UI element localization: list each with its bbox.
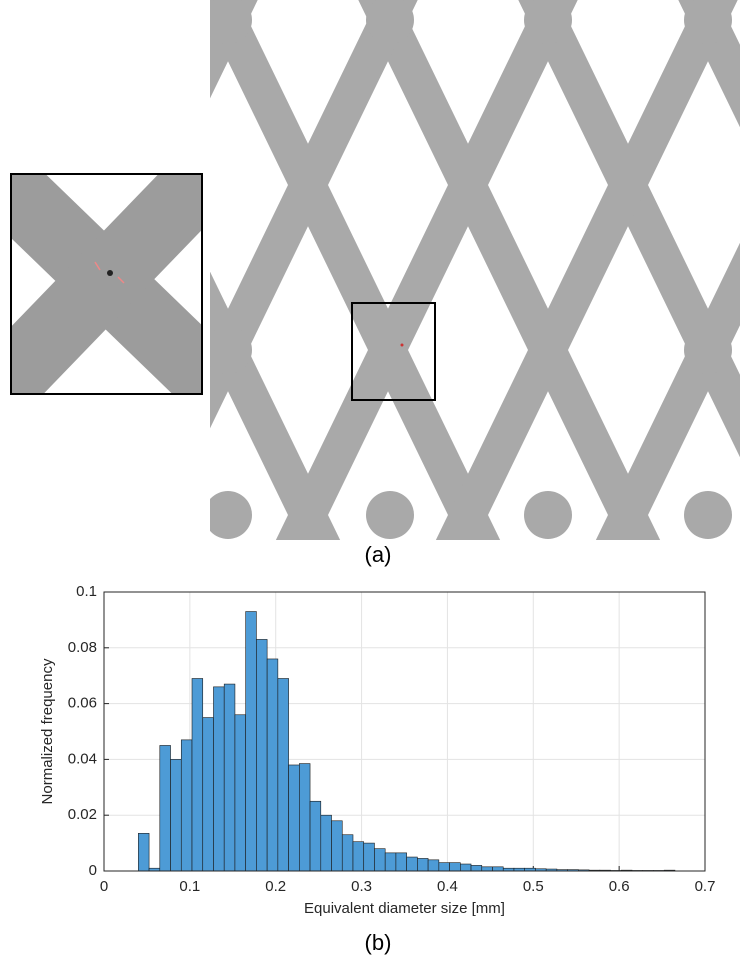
y-tick-label: 0.04: [68, 750, 97, 767]
bar: [352, 841, 365, 872]
inset-image: [11, 174, 202, 394]
strut: [210, 0, 501, 540]
bar: [449, 862, 461, 872]
strut: [0, 0, 68, 845]
x-tick-label: 0.1: [179, 878, 200, 895]
bar: [266, 658, 279, 872]
bar: [460, 863, 472, 872]
node: [524, 0, 572, 44]
node: [684, 0, 732, 44]
inset-frame: [10, 173, 203, 395]
bar: [245, 611, 257, 872]
y-axis-label: Normalized frequency: [39, 658, 56, 804]
caption: (b): [365, 930, 392, 955]
bar: [341, 834, 354, 872]
node: [684, 326, 732, 374]
lattice-image: [0, 0, 740, 845]
bar: [180, 739, 193, 872]
node: [366, 0, 414, 44]
x-tick-label: 0.7: [695, 878, 716, 895]
bar: [417, 858, 429, 872]
bar: [395, 852, 407, 872]
bar: [406, 856, 418, 872]
x-tick-label: 0.6: [609, 878, 630, 895]
y-tick-label: 0.02: [68, 806, 97, 823]
node: [684, 491, 732, 539]
histogram: 0 0.02 0.04 0.06 0.08 0.1 0 0.1 0.2 0.3 0.4 0.5 0.6 0…: [39, 583, 715, 917]
strut: [275, 0, 578, 540]
node: [366, 491, 414, 539]
bar: [363, 842, 375, 872]
strut: [435, 0, 738, 540]
bar: [481, 866, 493, 872]
zoom-box: [351, 302, 436, 401]
bar: [256, 639, 268, 872]
y-tick-label: 0.06: [68, 695, 97, 712]
x-tick-label: 0.5: [523, 878, 544, 895]
bar: [234, 714, 246, 872]
bar: [202, 717, 214, 872]
x-tick-label: 0.2: [265, 878, 286, 895]
bar: [277, 678, 289, 872]
node: [210, 491, 252, 539]
bar: [320, 814, 332, 872]
bar: [299, 763, 311, 872]
x-tick-label: 0: [100, 878, 108, 895]
bar: [138, 833, 150, 872]
bar: [427, 859, 440, 872]
bar: [288, 764, 300, 872]
bar: [374, 848, 386, 872]
strut: [358, 0, 661, 540]
node: [210, 0, 252, 44]
node: [524, 491, 572, 539]
bar: [384, 852, 397, 872]
bar: [309, 800, 322, 872]
y-tick-label: 0.1: [76, 583, 97, 600]
bar: [159, 745, 171, 872]
node: [210, 326, 252, 374]
bar: [213, 686, 225, 872]
bar: [170, 759, 182, 872]
x-tick-label: 0.4: [437, 878, 458, 895]
x-axis-label: Equivalent diameter size [mm]: [304, 900, 505, 917]
bar: [492, 866, 504, 872]
bar: [331, 820, 343, 872]
bar: [223, 683, 236, 872]
caption: (a): [365, 542, 392, 567]
axes-box: [103, 591, 706, 872]
bar: [438, 862, 450, 872]
y-tick-label: 0: [89, 862, 97, 879]
bar: [191, 678, 204, 872]
y-tick-label: 0.08: [68, 639, 97, 656]
strut: [210, 0, 418, 429]
bar: [470, 865, 483, 872]
x-tick-label: 0.3: [351, 878, 372, 895]
strut: [518, 0, 740, 458]
